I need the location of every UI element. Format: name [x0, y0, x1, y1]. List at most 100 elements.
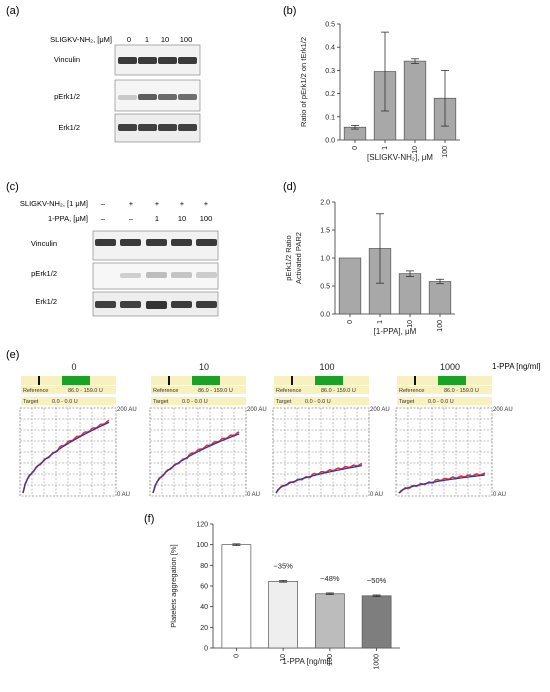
bar — [361, 595, 392, 649]
trace-reference-range: 86.0 - 159.0 U — [68, 388, 103, 394]
blot-a-perk-band — [178, 94, 197, 100]
panel-d-letter: (d) — [283, 181, 296, 193]
blot-c-row1-v3: + — [180, 199, 185, 208]
blot-c-vinculin-band — [120, 239, 141, 246]
blot-c-vinculin-band — [171, 239, 192, 246]
trace-reference-label: Reference — [276, 388, 301, 394]
x-tick-label: 1 — [377, 320, 384, 324]
blot-c-row1-label: SLIGKV-NH₂, [1 μM] — [20, 199, 88, 208]
x-tick-label: 100 — [327, 654, 334, 666]
blot-a-erk-band — [118, 124, 137, 131]
blot-c-row2-v1: – — [129, 214, 134, 223]
trace-target-label: Target — [153, 399, 169, 405]
blot-a-perk-band — [118, 95, 137, 100]
blot-a-band-perk: pErk1/2 — [54, 92, 80, 101]
blot-c-erk-band — [171, 301, 192, 308]
y-axis-title: Platelets aggregation [%] — [169, 544, 178, 627]
chart-f: 0 20 40 60 80 100 120 0 10 −35% 100 −48% 1000 −50% 1-P… — [169, 522, 400, 670]
y-tick-label: 0.4 — [325, 45, 335, 52]
trace-reference-bar — [151, 386, 246, 394]
bar — [268, 580, 298, 649]
trace-green-band — [438, 376, 466, 385]
trace-target-bar — [274, 397, 369, 405]
bar — [338, 257, 362, 315]
x-tick-label: 100 — [437, 320, 444, 332]
blot-c-row2-v2: 1 — [155, 214, 159, 223]
blot-c-row1-v4: + — [204, 199, 209, 208]
aggregation-traces: 0 Reference 86.0 - 159.0 U Target 0.0 - 0.0 … — [19, 362, 513, 498]
y-tick-label: 0.3 — [325, 68, 335, 75]
panel-d: (d) 0.0 0.5 1.0 1.5 2.0 0 1 10 100 [1-PPA], μM pEr… — [283, 181, 455, 336]
bar — [398, 273, 422, 315]
trace-reference-label: Reference — [153, 388, 178, 394]
blot-a-erk-band — [178, 124, 197, 131]
blot-a-conc-2: 10 — [161, 35, 169, 44]
trace-axis-bottom: 0 AU — [493, 492, 506, 498]
trace-curve-blue — [398, 474, 486, 494]
trace-axis-bottom: 0 AU — [247, 492, 260, 498]
blot-a-perk-band — [158, 94, 177, 100]
x-tick-label: 1000 — [374, 654, 381, 670]
trace-dose-label: 0 — [71, 362, 76, 372]
blot-c-erk-band — [120, 301, 141, 308]
blot-c-perk-band — [171, 272, 192, 278]
y-tick-label: 2.0 — [320, 200, 330, 207]
blot-c-perk-band — [120, 273, 141, 278]
y-tick-label: 0.0 — [320, 312, 330, 319]
trace-curve-blue — [22, 421, 110, 494]
blot-a-vinculin-band — [138, 57, 157, 64]
y-tick-label: 0.2 — [325, 91, 335, 98]
trace-reference-label: Reference — [23, 388, 48, 394]
y-tick-label: 1.5 — [320, 228, 330, 235]
y-tick-label: 0.0 — [325, 138, 335, 145]
bar — [221, 544, 252, 649]
trace-reference-bar — [274, 386, 369, 394]
blot-a-treatment-label: SLIGKV-NH₂, [μM] — [50, 35, 112, 44]
panel-b-letter: (b) — [283, 5, 296, 17]
trace-marker — [291, 376, 293, 385]
blot-a-band-vinculin: Vinculin — [54, 55, 80, 64]
blot-c-vinculin-band — [146, 239, 167, 246]
trace-axis-top: 200 AU — [247, 407, 267, 413]
x-tick-label: 100 — [442, 146, 449, 158]
blot-a-conc-1: 1 — [145, 35, 149, 44]
trace-target-range: 0.0 - 0.0 U — [52, 399, 78, 405]
data-annotation: −35% — [273, 562, 293, 571]
x-tick-label: 0 — [347, 320, 354, 324]
trace-green-band — [315, 376, 343, 385]
x-tick-label: 1 — [382, 146, 389, 150]
trace-marker — [168, 376, 170, 385]
panel-e-letter: (e) — [6, 349, 19, 361]
trace-target-label: Target — [23, 399, 39, 405]
trace-dose-label: 1000 — [440, 362, 460, 372]
trace-reference-bar — [21, 386, 116, 394]
blot-a-vinculin-band — [178, 57, 197, 64]
data-annotation: −50% — [367, 576, 387, 585]
y-tick-label: 40 — [200, 604, 208, 611]
y-axis-title-line2: Activated PAR2 — [294, 232, 303, 284]
trace-axis-top: 200 AU — [493, 407, 513, 413]
blot-c-row1-v0: – — [101, 199, 106, 208]
blot-c-row2-v0: – — [101, 214, 106, 223]
panel-c: (c) SLIGKV-NH₂, [1 μM] 1-PPA, [μM] – + +… — [6, 181, 219, 317]
blot-a-perk-band — [138, 94, 157, 100]
y-tick-label: 100 — [196, 542, 208, 549]
trace-reference-range: 86.0 - 159.0 U — [198, 388, 233, 394]
blot-c-erk-band — [146, 301, 167, 309]
panel-e: (e) 1-PPA [ng/ml] 0 Reference 86.0 - 159.0… — [6, 349, 540, 498]
trace-target-bar — [21, 397, 116, 405]
trace-axis-top: 200 AU — [370, 407, 390, 413]
chart-b: 0.0 0.1 0.2 0.3 0.4 0.5 0 1 10 100 [SLIGKV-NH₂], μ… — [299, 22, 460, 162]
blot-c-perk-band — [146, 272, 167, 278]
trace-dose-label: 10 — [199, 362, 209, 372]
trace-axis-bottom: 0 AU — [370, 492, 383, 498]
y-tick-label: 1.0 — [320, 256, 330, 263]
panel-b: (b) 0.0 0.1 0.2 0.3 0.4 0.5 0 1 10 100 [SLIGKV-NH₂… — [283, 5, 460, 162]
y-tick-label: 0 — [204, 646, 208, 653]
blot-a-band-erk: Erk1/2 — [58, 123, 80, 132]
blot-a-erk-band — [158, 124, 177, 131]
trace-reference-label: Reference — [399, 388, 424, 394]
y-tick-label: 20 — [200, 625, 208, 632]
trace-target-label: Target — [276, 399, 292, 405]
